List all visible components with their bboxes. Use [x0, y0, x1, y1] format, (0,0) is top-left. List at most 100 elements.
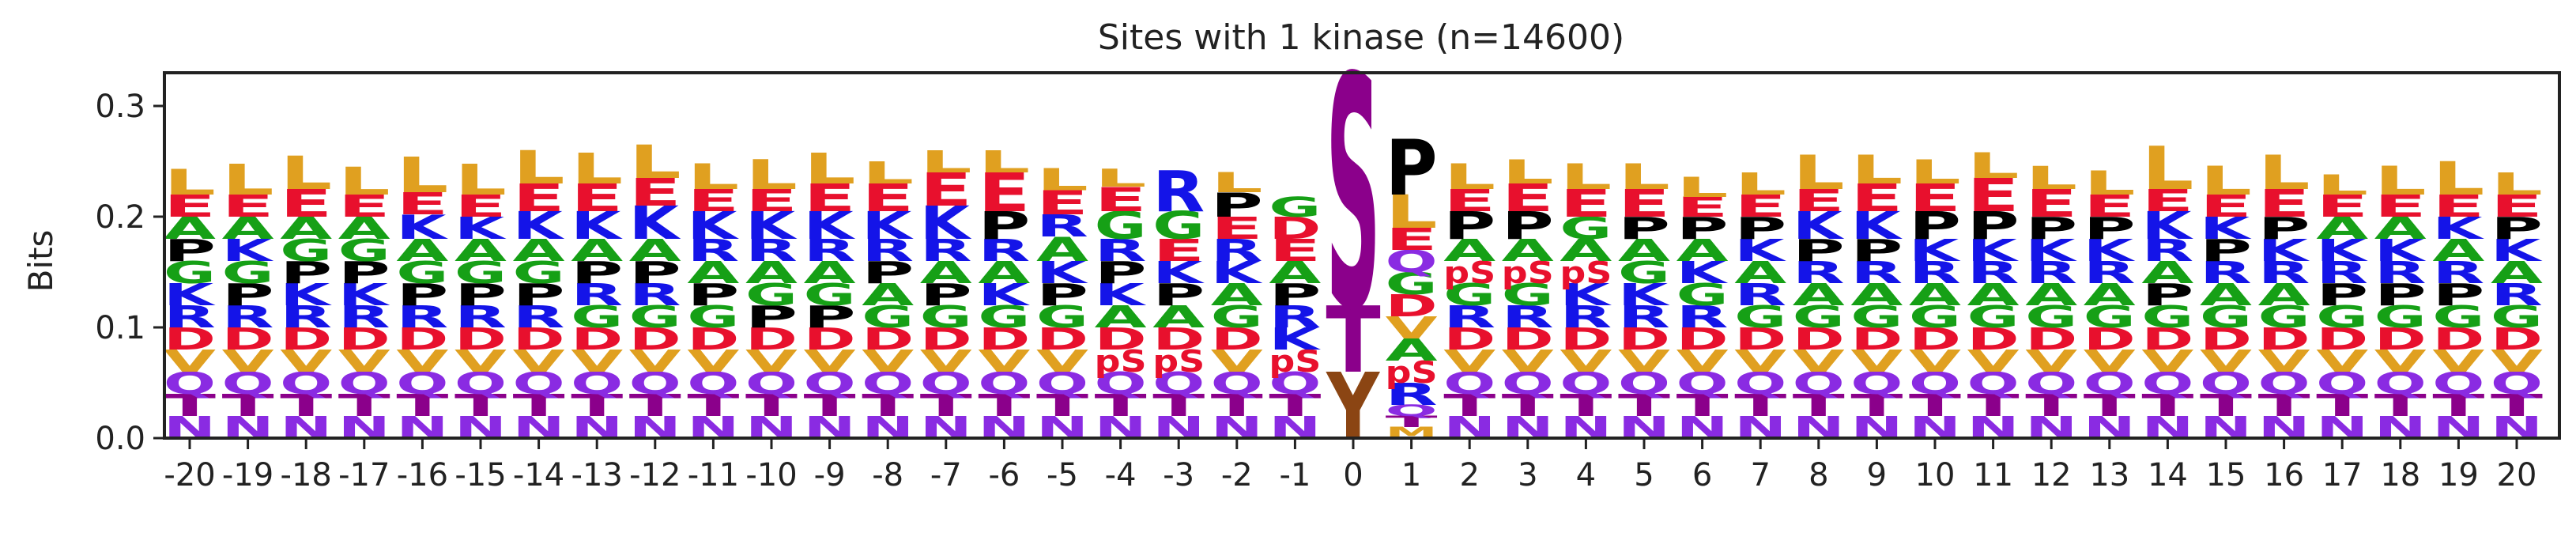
logo-glyph-t: T — [1676, 388, 1729, 423]
logo-glyph-d: D — [1036, 321, 1088, 357]
logo-glyph-k: K — [2374, 233, 2427, 269]
logo-glyph-e: E — [920, 163, 972, 216]
logo-glyph-e: E — [2200, 189, 2252, 224]
logo-glyph-q: Q — [920, 366, 972, 401]
logo-glyph-a: A — [2141, 255, 2193, 291]
logo-glyph-t: T — [629, 388, 681, 423]
logo-glyph-e: E — [571, 176, 623, 220]
logo-glyph-ps: pS — [1386, 355, 1438, 390]
logo-glyph-v: V — [1036, 344, 1088, 380]
x-tick-label: 3 — [1518, 457, 1537, 493]
logo-glyph-a: A — [1560, 233, 1612, 269]
logo-glyph-r: R — [1793, 255, 1845, 290]
logo-glyph-g: G — [2316, 300, 2368, 335]
logo-glyph-p: P — [1036, 278, 1088, 312]
y-tick-label: 0.3 — [95, 89, 145, 125]
logo-glyph-t: T — [454, 388, 507, 423]
logo-glyph-a: A — [396, 233, 448, 269]
x-tick-label: -12 — [629, 457, 681, 493]
logo-glyph-d: D — [687, 321, 739, 357]
logo-glyph-t: T — [1850, 388, 1903, 423]
logo-glyph-p: P — [687, 278, 739, 312]
logo-glyph-r: R — [2200, 255, 2252, 290]
x-tick-label: -16 — [397, 457, 448, 493]
logo-glyph-r: R — [1211, 232, 1263, 268]
logo-glyph-e: E — [164, 189, 216, 224]
logo-glyph-q: Q — [1618, 366, 1670, 401]
logo-glyph-k: K — [222, 233, 275, 269]
logo-glyph-d: D — [2141, 321, 2193, 357]
logo-glyph-t: T — [2491, 388, 2543, 423]
logo-glyph-q: Q — [1850, 366, 1903, 401]
logo-glyph-t: T — [164, 388, 216, 423]
logo-glyph-l: L — [1211, 167, 1263, 198]
logo-glyph-e: E — [1618, 181, 1670, 225]
logo-glyph-e: E — [338, 189, 390, 224]
logo-glyph-v: V — [2141, 344, 2193, 380]
logo-glyph-d: D — [222, 321, 274, 357]
logo-glyph-d: D — [1676, 321, 1729, 357]
logo-glyph-e: E — [804, 176, 856, 220]
logo-glyph-t: T — [2200, 388, 2252, 423]
logo-glyph-t: T — [571, 388, 623, 423]
x-tick-label: 0 — [1343, 457, 1363, 493]
logo-glyph-l: L — [1850, 148, 1903, 194]
logo-glyph-a: A — [2258, 278, 2310, 313]
logo-glyph-q: Q — [1443, 366, 1495, 401]
logo-glyph-g: G — [1386, 266, 1438, 301]
logo-glyph-p: P — [2491, 211, 2543, 246]
logo-glyph-d: D — [745, 321, 798, 357]
logo-glyph-a: A — [222, 211, 274, 247]
logo-glyph-d: D — [978, 321, 1030, 357]
logo-glyph-e: E — [1793, 183, 1845, 218]
logo-glyph-k: K — [1036, 255, 1089, 291]
x-tick-label: -6 — [988, 457, 1020, 493]
logo-glyph-l: L — [1909, 153, 1961, 191]
logo-glyph-g: G — [2491, 300, 2543, 335]
x-tick-label: -18 — [281, 457, 332, 493]
logo-glyph-p: P — [2258, 211, 2310, 246]
logo-glyph-l: L — [2141, 134, 2193, 203]
logo-glyph-v: V — [629, 344, 681, 380]
logo-glyph-l: L — [629, 135, 681, 188]
logo-glyph-e: E — [1909, 176, 1961, 220]
logo-glyph-d: D — [571, 321, 623, 357]
logo-glyph-g: G — [1967, 300, 2020, 335]
logo-glyph-r: R — [1152, 159, 1205, 225]
logo-glyph-t: T — [862, 388, 914, 423]
logo-glyph-k: K — [2200, 211, 2253, 247]
logo-glyph-d: D — [1211, 321, 1263, 357]
logo-glyph-l: L — [2491, 167, 2543, 202]
logo-glyph-t: T — [1036, 388, 1088, 423]
logo-glyph-e: E — [2432, 189, 2484, 224]
logo-glyph-t: T — [2316, 388, 2368, 423]
logo-glyph-v: V — [745, 344, 798, 380]
logo-glyph-t: T — [2025, 388, 2077, 423]
logo-glyph-r: R — [1560, 299, 1612, 335]
logo-glyph-t: T — [978, 388, 1030, 423]
logo-glyph-v: V — [396, 344, 448, 380]
logo-glyph-ps: pS — [1443, 255, 1495, 290]
logo-glyph-d: D — [2025, 321, 2077, 357]
x-tick-label: -1 — [1279, 457, 1311, 493]
logo-glyph-a: A — [1734, 255, 1786, 291]
logo-glyph-d: D — [1095, 321, 1147, 357]
logo-glyph-q: Q — [1967, 366, 2020, 401]
logo-glyph-v: V — [2025, 344, 2077, 380]
logo-glyph-k: K — [571, 204, 623, 248]
logo-glyph-g: G — [513, 255, 565, 290]
logo-glyph-p: P — [1502, 204, 1554, 248]
logo-glyph-v: V — [164, 344, 216, 380]
logo-glyph-q: Q — [1386, 244, 1438, 279]
logo-glyph-r: R — [280, 299, 332, 335]
logo-glyph-l: L — [338, 160, 390, 204]
logo-glyph-r: R — [2258, 255, 2310, 290]
logo-glyph-l: L — [2200, 159, 2252, 205]
logo-glyph-p: P — [629, 255, 681, 290]
logo-glyph-v: V — [1211, 344, 1263, 380]
logo-glyph-k: K — [1152, 255, 1205, 291]
logo-glyph-k: K — [1211, 255, 1264, 291]
logo-glyph-v: V — [1676, 344, 1729, 380]
logo-glyph-e: E — [629, 170, 681, 214]
logo-glyph-p: P — [2200, 233, 2252, 268]
